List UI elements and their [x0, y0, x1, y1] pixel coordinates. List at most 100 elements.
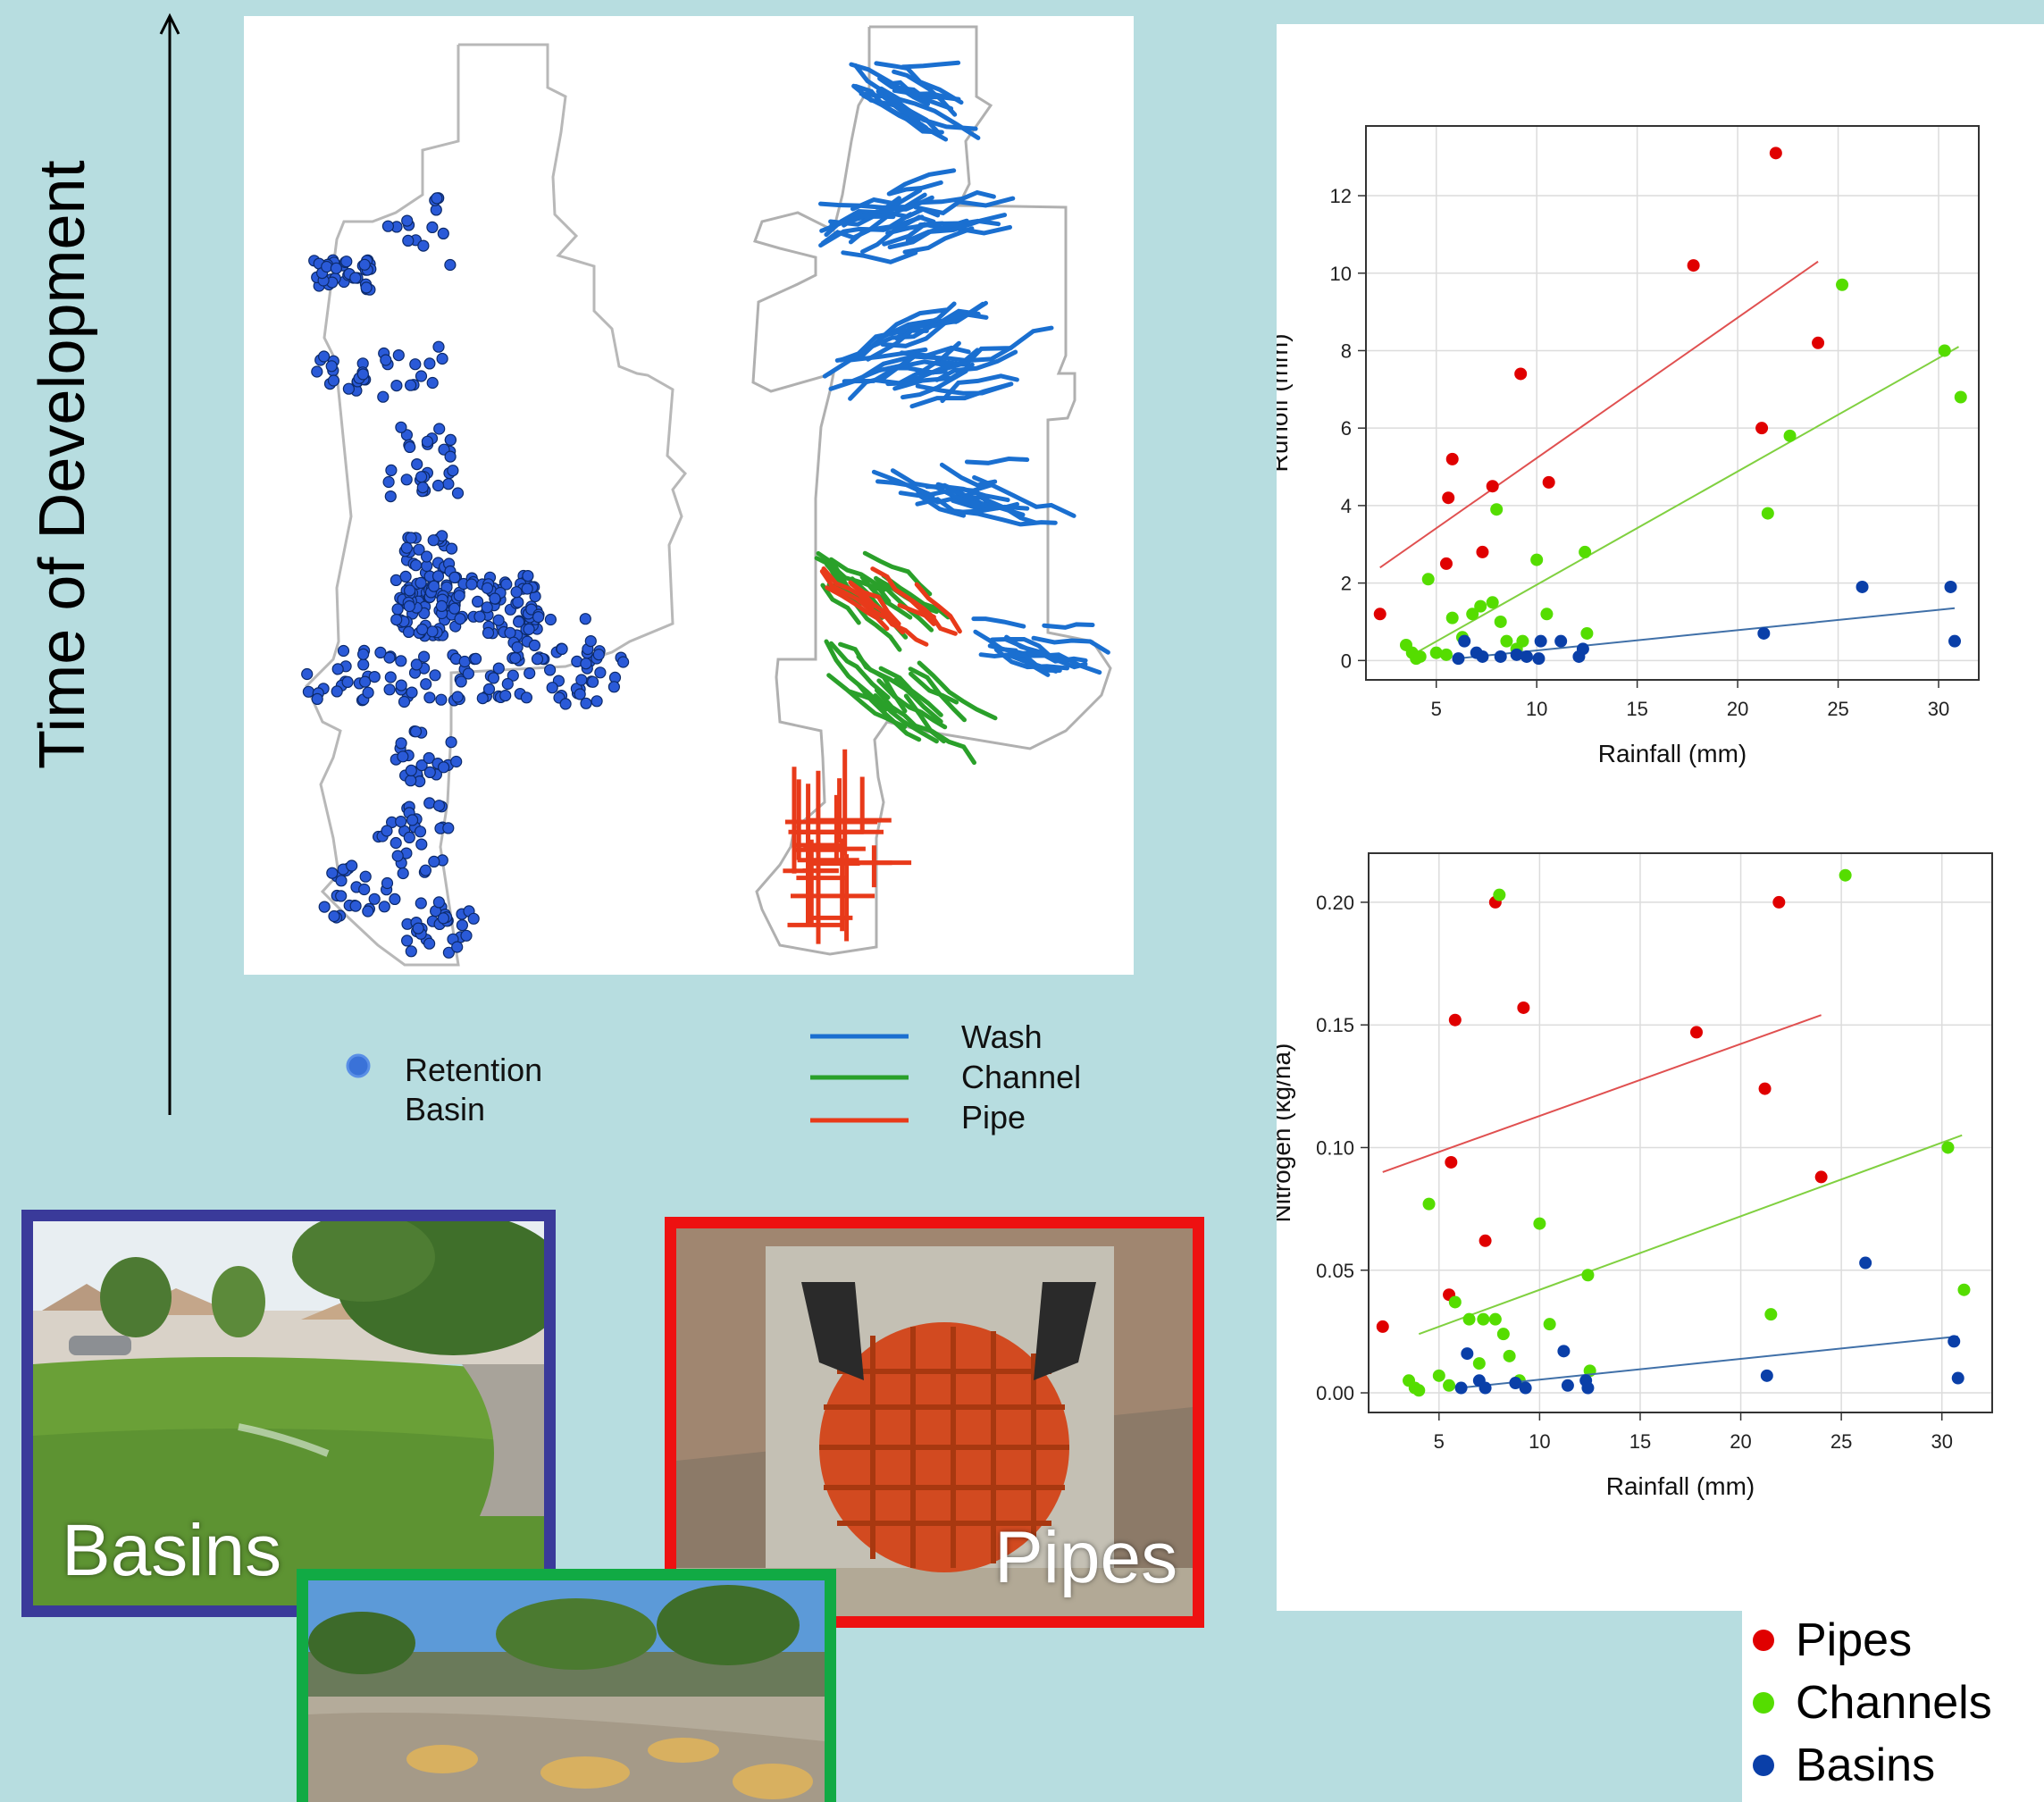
channel-line [856, 654, 910, 693]
data-point-channels [1764, 1308, 1778, 1321]
basin-dot [431, 570, 445, 583]
data-point-channels [1839, 868, 1852, 882]
basin-dot [416, 623, 429, 636]
channel-line [826, 673, 908, 730]
data-point-channels [1422, 1197, 1436, 1211]
basin-dot [382, 475, 395, 489]
right-map-boundary [751, 25, 1112, 956]
basin-dot [426, 376, 439, 390]
wash-line [874, 61, 964, 105]
wash-line [993, 647, 1069, 671]
data-point-pipes [1687, 259, 1700, 272]
x-tick-label: 5 [1431, 698, 1442, 720]
data-point-pipes [1479, 1234, 1492, 1247]
data-point-basins [1461, 1347, 1474, 1361]
basin-dot [499, 689, 512, 702]
data-point-channels [1783, 429, 1797, 442]
data-point-channels [1421, 573, 1435, 586]
basins-legend-label: Basins [1796, 1739, 1936, 1791]
data-point-pipes [1814, 1170, 1828, 1184]
data-point-basins [1454, 1381, 1468, 1395]
channel-line [848, 689, 899, 714]
y-tick-label: 0 [1341, 650, 1352, 672]
basin-dot [383, 651, 396, 664]
basin-dot [528, 639, 540, 652]
basin-dot [362, 686, 374, 699]
wash-line [848, 358, 909, 401]
data-point-channels [1494, 615, 1507, 628]
left-map-boundary [305, 43, 687, 967]
data-point-basins [1576, 642, 1589, 656]
data-point-channels [1488, 1312, 1502, 1326]
basin-dot [399, 570, 412, 583]
basin-dot [544, 664, 557, 676]
basin-dot [390, 836, 402, 850]
basin-dot [575, 674, 588, 686]
data-point-basins [1554, 634, 1568, 648]
basin-dot [395, 815, 407, 828]
wash-line [834, 307, 949, 363]
data-point-basins [1856, 580, 1869, 593]
data-point-basins [1532, 652, 1546, 666]
basin-dot [380, 354, 392, 366]
data-point-channels [1530, 553, 1544, 566]
y-tick-label: 2 [1341, 573, 1352, 595]
wash-line [902, 226, 975, 255]
development-maps-panel [244, 16, 1134, 975]
channels-legend-dot [1753, 1692, 1774, 1714]
y-tick-label: 0.10 [1316, 1136, 1354, 1159]
x-axis-label: Rainfall (mm) [1606, 1472, 1755, 1500]
data-point-channels [1580, 626, 1594, 640]
basin-dot [405, 775, 417, 787]
basin-dot [410, 658, 423, 671]
basin-dot [482, 626, 495, 640]
basin-dot [522, 569, 534, 583]
channel-line [909, 671, 959, 705]
wash-line [939, 462, 998, 488]
basin-dot [404, 584, 416, 597]
basin-dot [592, 649, 605, 661]
basin-dot [451, 691, 464, 703]
wash-line [841, 250, 918, 264]
time-of-development-label: Time of Development [27, 160, 98, 769]
wash-line [940, 325, 1054, 367]
basin-dot [523, 623, 535, 635]
data-point-basins [1510, 648, 1523, 661]
data-point-channels [1445, 611, 1459, 624]
basin-dot [428, 855, 440, 868]
basin-dot [544, 613, 557, 626]
wash-line [828, 214, 896, 227]
basin-dot [444, 258, 457, 272]
basin-dot [431, 479, 445, 492]
data-point-basins [1520, 650, 1533, 663]
basin-dot [437, 227, 449, 239]
data-point-pipes [1517, 1001, 1530, 1014]
wash-line [853, 84, 944, 135]
basins-legend-dot [1753, 1755, 1774, 1776]
series-pipes [1376, 895, 1828, 1333]
y-tick-label: 6 [1341, 417, 1352, 440]
basin-dot [395, 421, 407, 433]
y-tick-label: 12 [1330, 185, 1352, 207]
channels-legend-label: Channels [1796, 1677, 1992, 1729]
basin-dot [531, 653, 544, 666]
data-point-channels [1493, 888, 1506, 901]
basin-dot [415, 838, 428, 851]
time-arrow [159, 13, 180, 1115]
data-point-pipes [1755, 422, 1769, 435]
basin-dot [524, 666, 536, 680]
basin-dot [328, 909, 340, 923]
data-point-pipes [1542, 475, 1555, 489]
data-point-pipes [1442, 491, 1455, 505]
legend-item-channels: Channels [1753, 1672, 1992, 1733]
basin-dot [311, 365, 323, 378]
wash-line [915, 497, 1030, 515]
basin-dot [335, 890, 348, 902]
basin-dot [420, 678, 432, 691]
series-basins [1454, 1256, 1964, 1395]
channel-line [828, 641, 891, 700]
basin-dot [331, 685, 343, 698]
data-point-channels [1474, 599, 1487, 613]
data-point-basins [1476, 650, 1489, 663]
data-point-channels [1938, 344, 1951, 357]
